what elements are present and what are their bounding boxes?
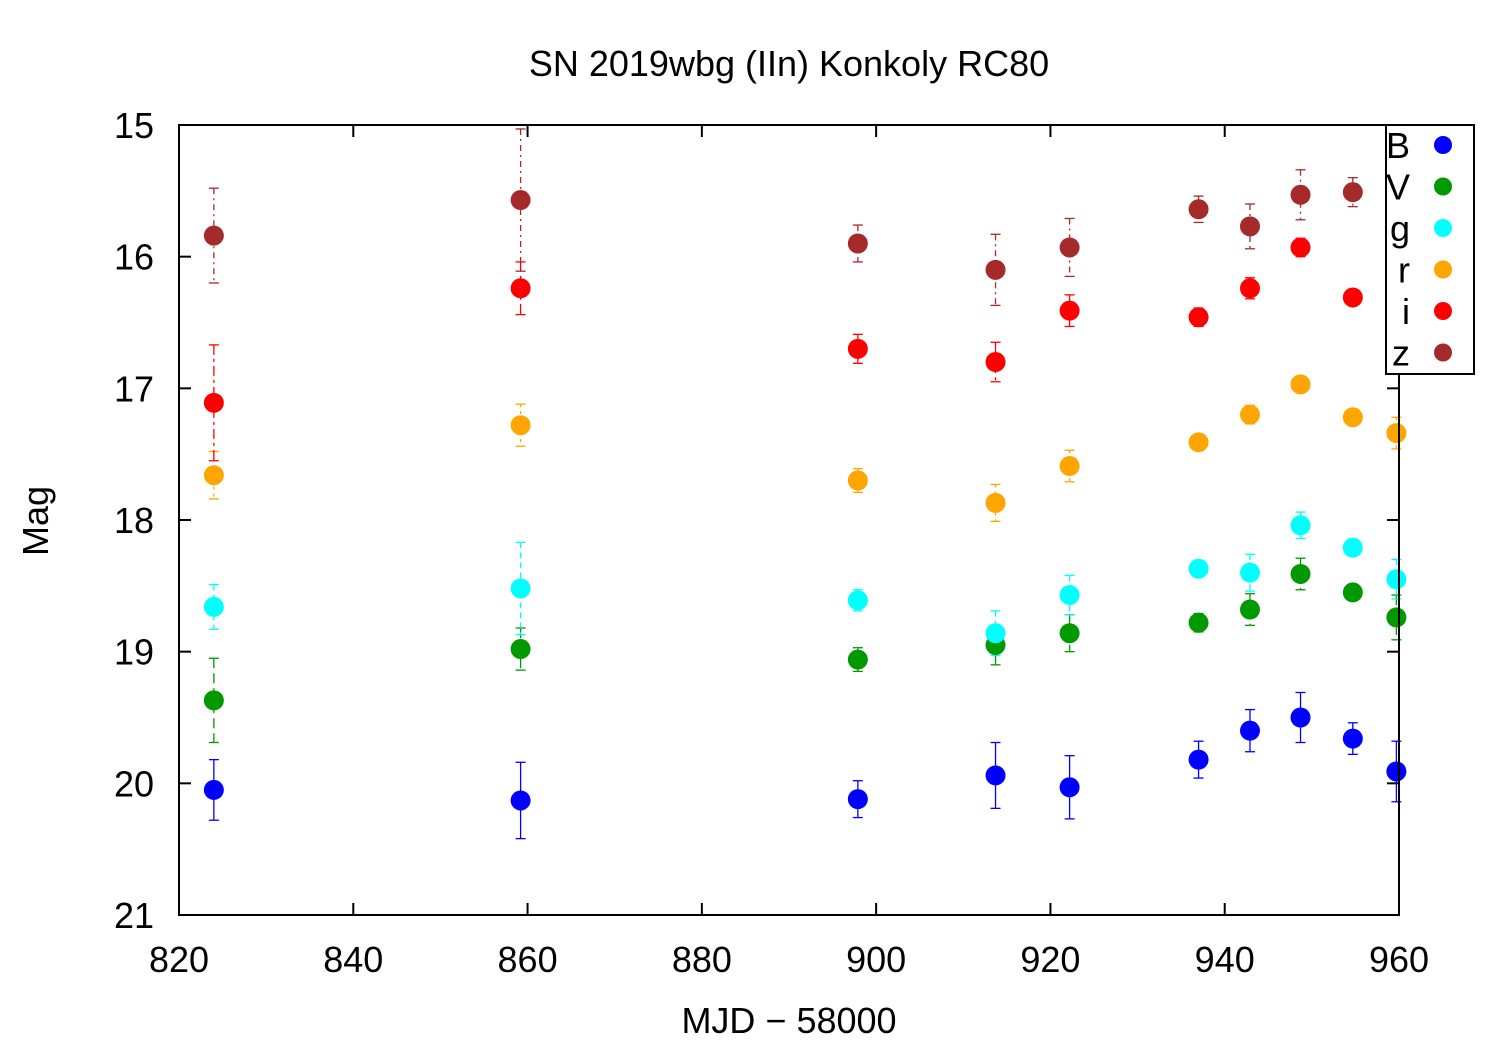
data-point-g bbox=[1386, 569, 1407, 590]
x-tick-label: 840 bbox=[323, 939, 383, 980]
legend-marker-g bbox=[1434, 219, 1452, 237]
data-point-v bbox=[1188, 612, 1209, 633]
data-point-v bbox=[1059, 623, 1080, 644]
data-point-b bbox=[1188, 749, 1209, 770]
y-tick-label: 15 bbox=[114, 105, 154, 146]
x-axis-label: MJD − 58000 bbox=[681, 1000, 896, 1041]
data-point-g bbox=[1059, 585, 1080, 606]
data-point-b bbox=[847, 789, 868, 810]
data-point-v bbox=[847, 649, 868, 670]
data-point-b bbox=[1386, 761, 1407, 782]
data-point-v bbox=[203, 690, 224, 711]
x-tick-label: 920 bbox=[1020, 939, 1080, 980]
legend-label-i: i bbox=[1402, 291, 1410, 332]
chart-title: SN 2019wbg (IIn) Konkoly RC80 bbox=[529, 43, 1049, 84]
data-point-r bbox=[1386, 423, 1407, 444]
data-point-g bbox=[1188, 558, 1209, 579]
data-point-i bbox=[1290, 237, 1311, 258]
data-point-z bbox=[510, 190, 531, 211]
plot-area-frame bbox=[178, 124, 1400, 916]
legend-marker-r bbox=[1434, 260, 1452, 279]
data-points bbox=[203, 182, 1407, 811]
data-point-b bbox=[1342, 728, 1363, 749]
data-point-v bbox=[1386, 607, 1407, 628]
legend-marker-z bbox=[1434, 343, 1452, 362]
y-tick-label: 16 bbox=[114, 237, 154, 278]
data-point-g bbox=[510, 578, 531, 599]
data-point-z bbox=[1188, 199, 1209, 220]
data-point-b bbox=[1239, 720, 1260, 741]
legend-label-z: z bbox=[1392, 333, 1410, 374]
y-tick-label: 18 bbox=[114, 500, 154, 541]
data-point-i bbox=[985, 352, 1006, 372]
data-point-i bbox=[1239, 278, 1260, 299]
data-point-v bbox=[510, 639, 531, 660]
data-point-v bbox=[1342, 582, 1363, 603]
data-point-v bbox=[1290, 563, 1311, 584]
y-axis-label: Mag bbox=[15, 486, 56, 556]
legend-marker-v bbox=[1434, 177, 1452, 196]
y-tick-label: 20 bbox=[114, 763, 154, 804]
data-point-g bbox=[985, 623, 1006, 644]
data-point-z bbox=[1239, 216, 1260, 237]
legend-label-r: r bbox=[1398, 250, 1410, 291]
data-point-b bbox=[985, 765, 1006, 786]
legend-label-g: g bbox=[1390, 208, 1410, 249]
x-tick-label: 900 bbox=[846, 939, 906, 980]
data-point-r bbox=[847, 470, 868, 491]
y-tick-label: 21 bbox=[114, 895, 154, 936]
y-tick-label: 17 bbox=[114, 368, 154, 409]
x-tick-label: 820 bbox=[149, 939, 209, 980]
data-point-r bbox=[1239, 404, 1260, 425]
data-point-r bbox=[1188, 432, 1209, 453]
data-point-r bbox=[510, 415, 531, 436]
legend-marker-b bbox=[1434, 136, 1452, 154]
legend-marker-i bbox=[1434, 302, 1452, 320]
data-point-i bbox=[510, 278, 531, 299]
data-point-z bbox=[847, 233, 868, 254]
y-tick-label: 19 bbox=[114, 632, 154, 673]
legend-box bbox=[1385, 124, 1475, 375]
data-point-i bbox=[1059, 300, 1080, 321]
data-point-v bbox=[1239, 599, 1260, 620]
data-point-r bbox=[203, 465, 224, 486]
data-point-r bbox=[1290, 374, 1311, 395]
data-point-i bbox=[1188, 307, 1209, 328]
data-point-b bbox=[1290, 707, 1311, 728]
data-point-g bbox=[1342, 537, 1363, 558]
data-point-r bbox=[1059, 456, 1080, 477]
data-point-r bbox=[985, 492, 1006, 513]
data-point-i bbox=[203, 392, 224, 413]
data-point-g bbox=[847, 590, 868, 611]
data-point-g bbox=[1290, 515, 1311, 536]
data-point-i bbox=[847, 338, 868, 359]
data-point-z bbox=[985, 259, 1006, 280]
data-point-z bbox=[1342, 182, 1363, 203]
data-point-z bbox=[1290, 184, 1311, 205]
axis-ticks: 820 840 860 880 900 920 940 960 15 16 17 18 19 20 21 bbox=[114, 105, 1429, 980]
x-tick-label: 860 bbox=[498, 939, 558, 980]
data-point-g bbox=[203, 596, 224, 617]
x-tick-label: 940 bbox=[1195, 939, 1255, 980]
data-point-z bbox=[203, 225, 224, 246]
x-tick-label: 880 bbox=[672, 939, 732, 980]
data-point-r bbox=[1342, 407, 1363, 428]
data-point-b bbox=[1059, 777, 1080, 798]
data-point-b bbox=[510, 790, 531, 811]
data-point-g bbox=[1239, 562, 1260, 583]
data-point-b bbox=[203, 779, 224, 800]
data-point-z bbox=[1059, 237, 1080, 258]
x-tick-label: 960 bbox=[1369, 939, 1429, 980]
data-point-i bbox=[1342, 287, 1363, 308]
legend-label-v: V bbox=[1386, 167, 1410, 208]
legend-label-b: B bbox=[1386, 125, 1410, 166]
